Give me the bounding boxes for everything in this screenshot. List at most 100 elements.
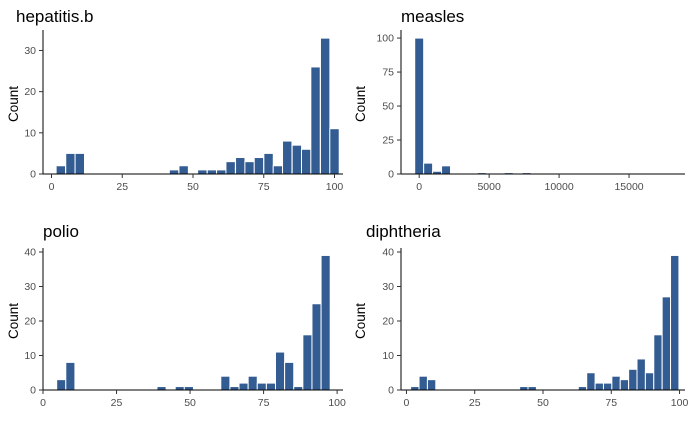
panel-title: polio bbox=[43, 222, 79, 241]
histogram-bar bbox=[653, 334, 663, 391]
x-tick-label: 0 bbox=[404, 397, 410, 409]
histogram-bar bbox=[636, 358, 646, 391]
x-tick-label: 5000 bbox=[477, 181, 501, 193]
y-tick-label: 10 bbox=[24, 127, 36, 139]
y-tick-label: 50 bbox=[382, 101, 394, 113]
histogram-bar bbox=[197, 169, 208, 175]
panel-measles: 0 25 50 75 100 0 5000 10000 15000 measles Count bbox=[353, 7, 685, 193]
histogram-bar bbox=[644, 372, 655, 391]
histogram-bar bbox=[611, 375, 621, 391]
histogram-bar bbox=[247, 375, 258, 391]
x-tick-label: 50 bbox=[184, 397, 196, 409]
x-tick-label: 0 bbox=[40, 397, 46, 409]
histogram-bar bbox=[263, 152, 274, 175]
histogram-bar bbox=[418, 375, 428, 391]
x-tick-label: 75 bbox=[605, 397, 617, 409]
histogram-bar bbox=[311, 303, 322, 391]
histogram-bar bbox=[320, 254, 331, 391]
histogram-bar bbox=[244, 161, 255, 175]
histogram-bar bbox=[282, 140, 293, 175]
histogram-bar bbox=[256, 382, 267, 391]
x-tick-label: 25 bbox=[469, 397, 481, 409]
panel-title: diphtheria bbox=[366, 222, 441, 241]
histogram-bar bbox=[275, 351, 286, 391]
y-tick-label: 0 bbox=[30, 169, 36, 181]
histogram-bar bbox=[302, 334, 313, 391]
histogram-bar bbox=[220, 375, 231, 391]
histogram-bar bbox=[55, 165, 67, 175]
histogram-bar bbox=[174, 386, 185, 391]
histogram-bar bbox=[216, 169, 227, 175]
histogram-bar bbox=[426, 379, 437, 391]
histogram-bar bbox=[183, 386, 194, 391]
y-axis-title: Count bbox=[6, 86, 21, 122]
histogram-bar bbox=[238, 382, 249, 391]
x-tick-label: 10000 bbox=[544, 181, 573, 193]
histogram-bar bbox=[577, 386, 588, 391]
panel-hepatitis.b: 0 10 20 30 0 25 50 75 100 hepatitis.b Count bbox=[6, 7, 343, 193]
y-tick-label: 40 bbox=[24, 247, 36, 259]
y-tick-label: 30 bbox=[382, 281, 394, 293]
histogram-bar bbox=[206, 169, 218, 175]
histogram-bar bbox=[319, 37, 331, 175]
y-tick-label: 0 bbox=[388, 385, 394, 397]
histogram-bar bbox=[414, 37, 425, 175]
histogram-bar bbox=[229, 386, 240, 391]
y-tick-label: 100 bbox=[376, 33, 394, 45]
y-tick-label: 0 bbox=[388, 169, 394, 181]
histogram-bar bbox=[586, 372, 596, 391]
histogram-bar bbox=[527, 386, 537, 391]
x-tick-label: 25 bbox=[111, 397, 123, 409]
x-tick-label: 0 bbox=[49, 181, 55, 193]
histogram-bar bbox=[284, 361, 295, 391]
panel-title: hepatitis.b bbox=[16, 7, 94, 26]
x-tick-label: 50 bbox=[537, 397, 549, 409]
x-tick-label: 15000 bbox=[614, 181, 643, 193]
panel-diphtheria: 0 10 20 30 40 0 25 50 75 100 diphtheria Count bbox=[353, 222, 688, 409]
histogram-bar bbox=[65, 361, 76, 391]
panel-polio: 0 10 20 30 40 0 25 50 75 100 polio Count bbox=[6, 222, 346, 409]
histogram-bar bbox=[519, 386, 529, 391]
histogram-bar bbox=[178, 165, 189, 175]
histogram-bar bbox=[74, 152, 86, 175]
x-tick-label: 0 bbox=[416, 181, 422, 193]
x-tick-label: 100 bbox=[326, 181, 344, 193]
y-axis-title: Count bbox=[6, 303, 21, 339]
x-tick-label: 50 bbox=[187, 181, 199, 193]
histogram-bar bbox=[65, 152, 76, 175]
histogram-bar bbox=[156, 386, 167, 391]
y-tick-label: 40 bbox=[382, 247, 394, 259]
histogram-bar bbox=[293, 386, 304, 391]
histogram-bar bbox=[441, 165, 452, 175]
histogram-bar bbox=[265, 382, 277, 391]
histogram-bar bbox=[410, 386, 420, 391]
y-tick-label: 20 bbox=[24, 316, 36, 328]
y-tick-label: 0 bbox=[30, 385, 36, 397]
y-tick-label: 30 bbox=[24, 45, 36, 57]
x-tick-label: 100 bbox=[328, 397, 346, 409]
y-tick-label: 25 bbox=[382, 135, 394, 147]
histogram-bar bbox=[235, 157, 246, 175]
histogram-bar bbox=[661, 296, 672, 391]
histogram-bar bbox=[310, 66, 321, 175]
y-tick-label: 20 bbox=[382, 316, 394, 328]
y-tick-label: 10 bbox=[24, 350, 36, 362]
histogram-bar bbox=[423, 162, 434, 175]
y-tick-label: 20 bbox=[24, 86, 36, 98]
histogram-bar bbox=[253, 157, 265, 175]
histogram-bar bbox=[619, 379, 630, 391]
histogram-bar bbox=[602, 382, 613, 391]
y-tick-label: 10 bbox=[382, 350, 394, 362]
histogram-bar bbox=[628, 368, 638, 391]
y-axis-title: Count bbox=[353, 86, 368, 122]
histogram-bar bbox=[594, 382, 604, 391]
histogram-bar bbox=[301, 148, 312, 175]
y-axis-title: Count bbox=[353, 303, 368, 339]
histogram-bar bbox=[670, 254, 680, 391]
y-tick-label: 30 bbox=[24, 281, 36, 293]
histogram-bar bbox=[329, 128, 340, 175]
panel-title: measles bbox=[401, 7, 464, 26]
histogram-bar bbox=[272, 165, 284, 175]
